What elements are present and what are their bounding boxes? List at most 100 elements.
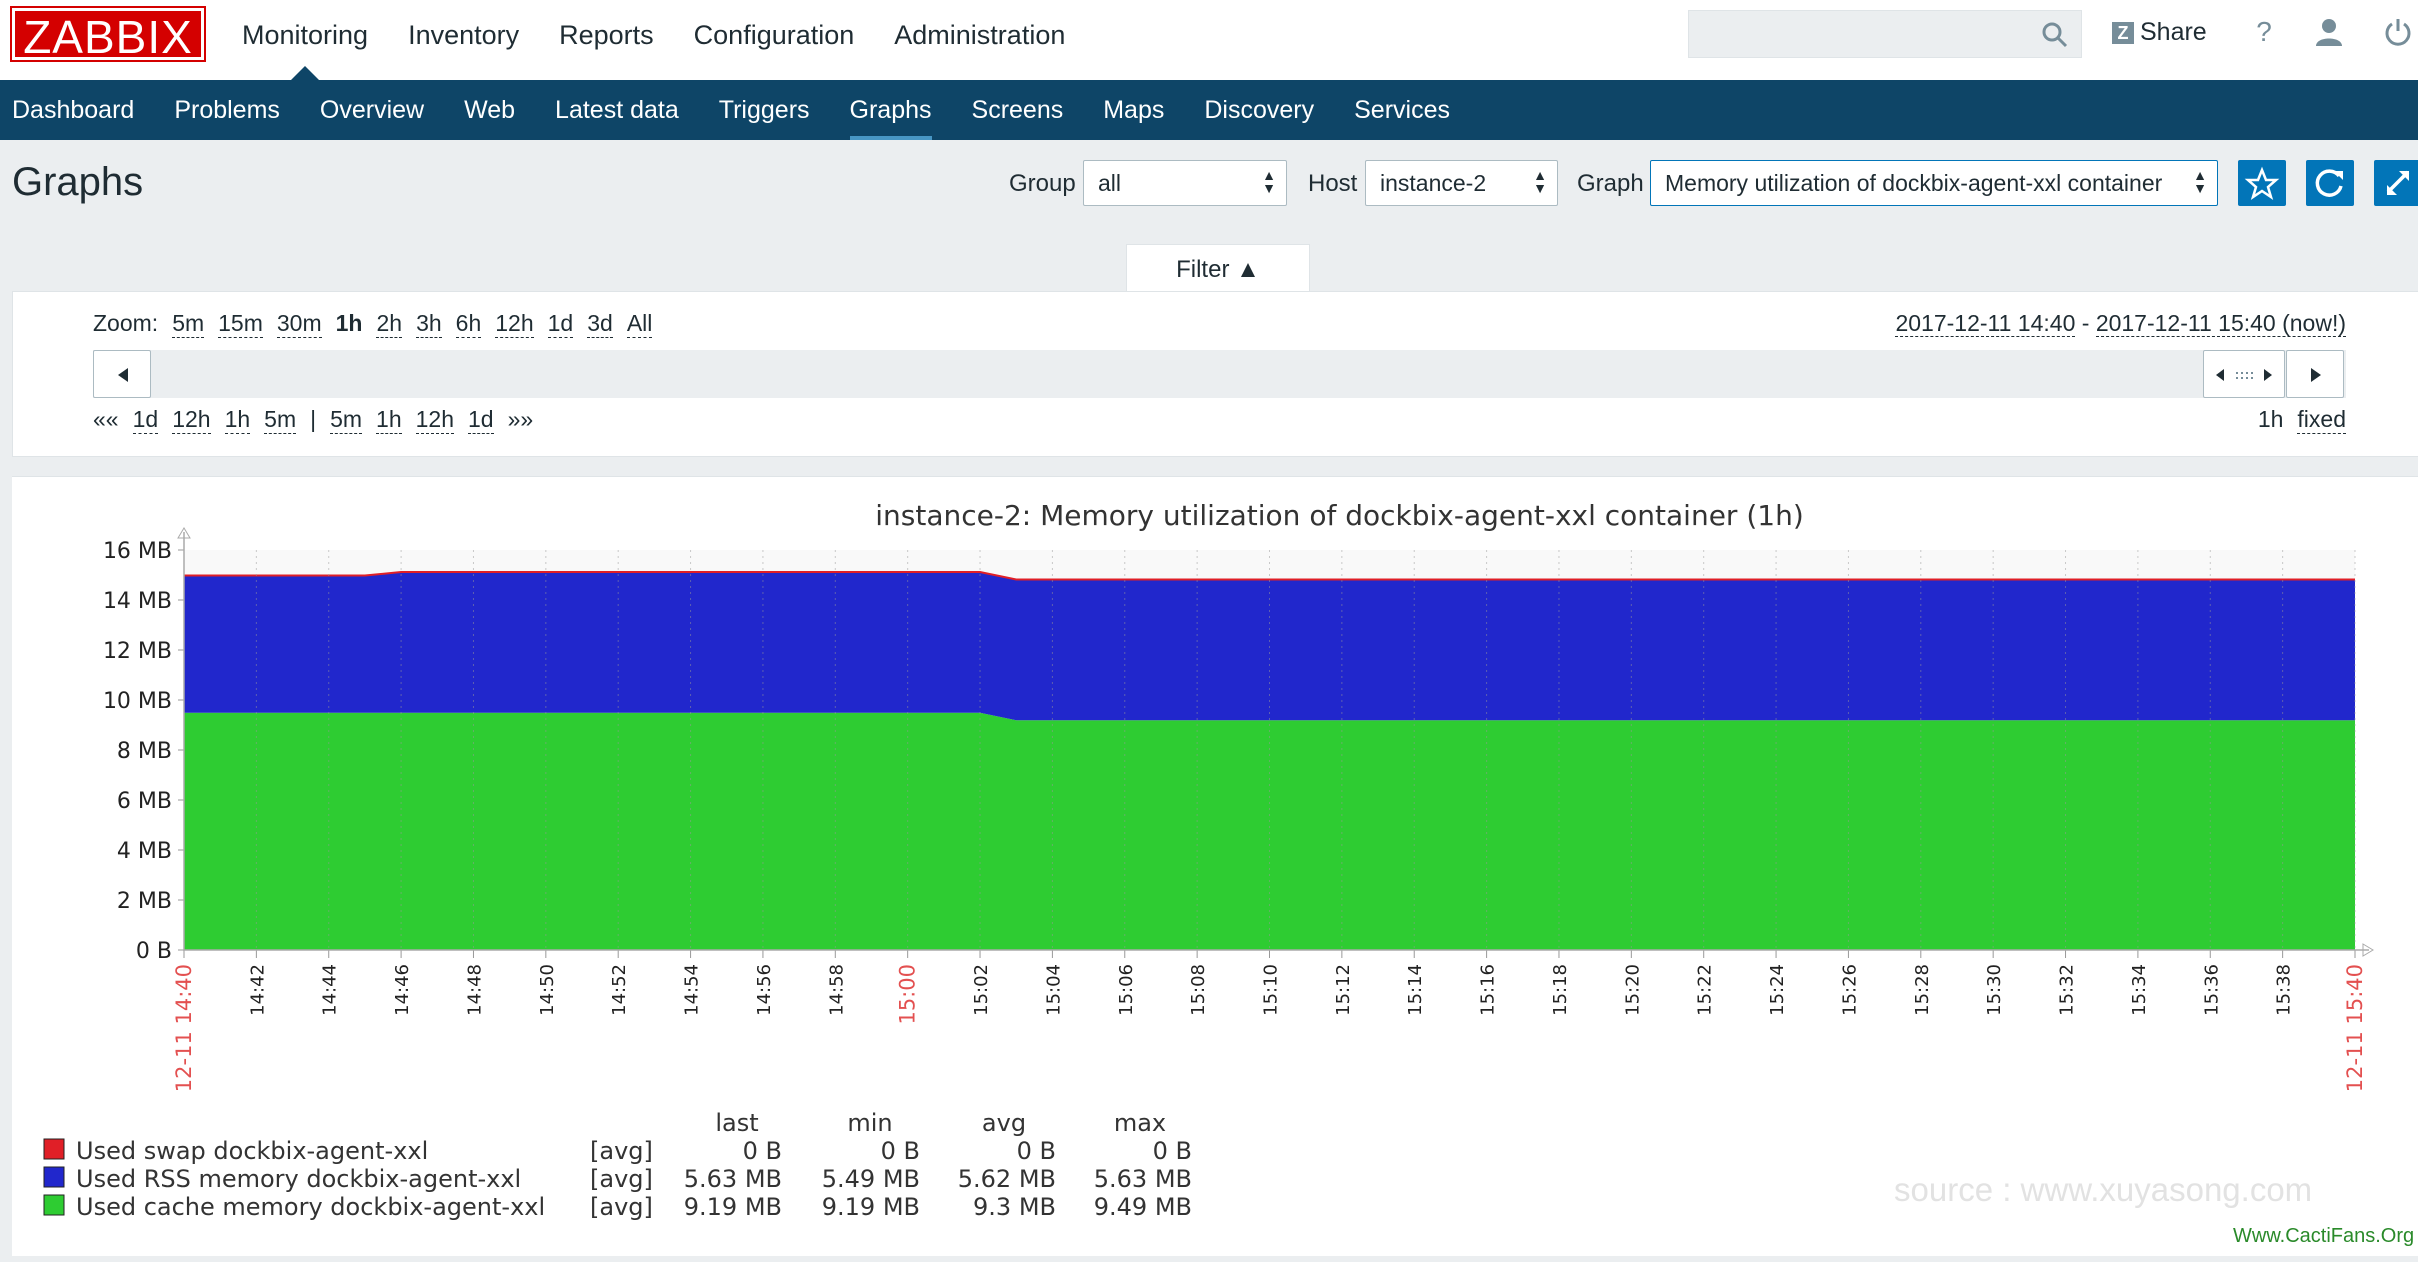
series-area-swap (184, 571, 2355, 581)
nav-fwd-12h[interactable]: 12h (415, 406, 455, 434)
scroll-right-button[interactable] (2286, 350, 2344, 398)
fixed-toggle[interactable]: fixed (2297, 406, 2346, 434)
graph-value: Memory utilization of dockbix-agent-xxl … (1665, 170, 2163, 196)
group-select[interactable]: all ▲ ▼ (1083, 160, 1287, 206)
top-nav-reports[interactable]: Reports (559, 20, 654, 50)
time-scrollbar[interactable] (93, 350, 2346, 398)
legend-value-max: 5.63 MB (1094, 1165, 1192, 1193)
y-tick-label: 16 MB (103, 539, 172, 564)
legend-func: [avg] (590, 1137, 653, 1165)
range-to[interactable]: 2017-12-11 15:40 (now!) (2095, 310, 2346, 337)
sub-nav-screens[interactable]: Screens (971, 96, 1064, 124)
x-tick-label: 15:04 (1043, 964, 1064, 1016)
nav-fwd-1h[interactable]: 1h (376, 406, 402, 434)
series-area-cache (184, 712, 2355, 950)
zoom-3d[interactable]: 3d (587, 310, 613, 338)
share-button[interactable]: Z Share (2112, 18, 2207, 47)
y-tick-label: 4 MB (117, 839, 172, 864)
nav-fwd-1d[interactable]: 1d (468, 406, 494, 434)
y-tick-label: 6 MB (117, 789, 172, 814)
zoom-controls: Zoom: 5m 15m 30m 1h 2h 3h 6h 12h 1d 3d A… (93, 310, 653, 338)
period-value: 1h (2257, 406, 2284, 432)
select-arrows-icon: ▲ ▼ (2193, 167, 2207, 196)
memory-chart[interactable]: instance-2: Memory utilization of dockbi… (12, 477, 2418, 1257)
sub-nav-latest-data[interactable]: Latest data (555, 96, 679, 124)
legend-func: [avg] (590, 1193, 653, 1221)
x-tick-label: 15:32 (2057, 964, 2078, 1016)
legend-value-last: 9.19 MB (684, 1193, 782, 1221)
sub-nav-dashboard[interactable]: Dashboard (12, 96, 135, 124)
top-nav-monitoring[interactable]: Monitoring (222, 0, 388, 80)
y-axis-arrow-icon (177, 527, 191, 539)
nav-back-1d[interactable]: 1d (132, 406, 159, 434)
sub-nav-maps[interactable]: Maps (1103, 96, 1165, 124)
x-tick-label: 14:42 (247, 964, 268, 1016)
drag-handle-icon (2216, 369, 2272, 381)
zabbix-logo[interactable]: ZABBIX (10, 6, 206, 63)
scroll-left-button[interactable] (93, 350, 151, 398)
legend-series-name: Used RSS memory dockbix-agent-xxl (76, 1165, 521, 1193)
nav-fwd-5m[interactable]: 5m (330, 406, 363, 434)
source-watermark: source : www.xuyasong.com (1894, 1171, 2313, 1208)
nav-fwd-all[interactable]: »» (507, 406, 534, 432)
x-tick-label: 15:20 (1622, 964, 1643, 1016)
sub-nav-problems[interactable]: Problems (174, 96, 280, 124)
fullscreen-button[interactable] (2374, 160, 2418, 206)
zoom-5m[interactable]: 5m (172, 310, 205, 338)
legend-value-avg: 0 B (1017, 1137, 1056, 1165)
top-nav-administration[interactable]: Administration (894, 20, 1066, 50)
zoom-6h[interactable]: 6h (455, 310, 482, 338)
x-tick-label: 15:14 (1405, 964, 1426, 1016)
x-tick-label: 14:46 (392, 964, 413, 1016)
legend-value-avg: 9.3 MB (973, 1193, 1056, 1221)
zoom-2h[interactable]: 2h (376, 310, 403, 338)
zoom-15m[interactable]: 15m (218, 310, 263, 338)
sub-nav-web[interactable]: Web (464, 96, 516, 124)
top-nav-configuration[interactable]: Configuration (693, 20, 855, 50)
refresh-button[interactable] (2306, 160, 2354, 206)
scroll-handle[interactable] (2203, 350, 2285, 398)
zoom-3h[interactable]: 3h (416, 310, 442, 338)
range-from[interactable]: 2017-12-11 14:40 (1895, 310, 2076, 337)
user-profile-icon[interactable] (2313, 16, 2345, 48)
logout-icon[interactable] (2382, 16, 2414, 48)
x-tick-label: 15:38 (2274, 964, 2295, 1016)
legend-header-max: max (1114, 1109, 1166, 1137)
legend-swatch (43, 1166, 65, 1188)
zoom-1h[interactable]: 1h (335, 310, 363, 336)
help-icon[interactable]: ? (2256, 16, 2272, 47)
x-tick-label: 15:24 (1767, 964, 1788, 1016)
zoom-1d[interactable]: 1d (547, 310, 574, 338)
sub-nav-overview[interactable]: Overview (319, 96, 425, 124)
nav-back-5m[interactable]: 5m (264, 406, 297, 434)
sub-nav-discovery[interactable]: Discovery (1204, 96, 1315, 124)
graph-select[interactable]: Memory utilization of dockbix-agent-xxl … (1650, 160, 2218, 206)
top-nav-inventory[interactable]: Inventory (408, 20, 520, 50)
x-tick-label: 15:18 (1550, 964, 1571, 1016)
zoom-30m[interactable]: 30m (276, 310, 322, 338)
nav-back-all[interactable]: «« (93, 406, 119, 432)
sub-nav-graphs[interactable]: Graphs (830, 80, 952, 140)
sub-nav-services[interactable]: Services (1354, 96, 1450, 124)
favorite-button[interactable] (2238, 160, 2286, 206)
x-tick-label: 14:56 (754, 964, 775, 1016)
nav-back-1h[interactable]: 1h (224, 406, 251, 434)
legend-header-avg: avg (982, 1109, 1026, 1137)
legend-value-min: 0 B (881, 1137, 920, 1165)
zabbix-share-icon: Z (2112, 21, 2134, 44)
host-select[interactable]: instance-2 ▲ ▼ (1365, 160, 1558, 206)
arrow-right-icon (2311, 368, 2321, 382)
search-input[interactable] (1688, 10, 2082, 58)
y-tick-label: 14 MB (103, 589, 172, 614)
range-separator: - (2075, 310, 2096, 336)
zoom-all[interactable]: All (626, 310, 653, 338)
x-axis-arrow-icon (2362, 943, 2374, 957)
sub-nav-triggers[interactable]: Triggers (718, 96, 810, 124)
filter-tab[interactable]: Filter ▲ (1126, 244, 1310, 292)
zoom-12h[interactable]: 12h (495, 310, 534, 338)
nav-back-12h[interactable]: 12h (172, 406, 211, 434)
legend-series-name: Used swap dockbix-agent-xxl (76, 1137, 428, 1165)
search-icon[interactable] (2041, 21, 2069, 49)
graph-panel: instance-2: Memory utilization of dockbi… (12, 476, 2418, 1256)
x-tick-label: 14:58 (826, 964, 847, 1016)
